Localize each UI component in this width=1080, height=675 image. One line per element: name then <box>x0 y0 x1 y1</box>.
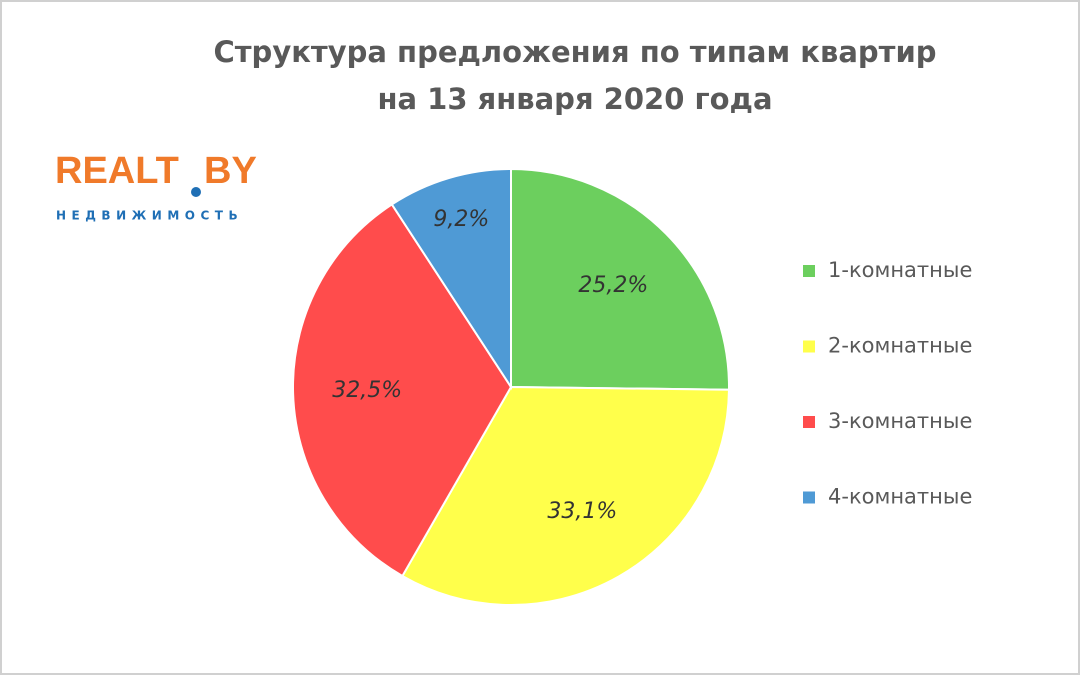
logo: REALT BY недвижимость <box>55 150 257 222</box>
legend-swatch <box>803 265 815 277</box>
legend-swatch <box>803 416 815 428</box>
pie-slice <box>401 385 730 606</box>
legend-label: 1-комнатные <box>828 258 972 282</box>
pie-slice <box>292 203 513 578</box>
logo-name: REALT <box>55 150 179 192</box>
chart-title: Структура предложения по типам квартир <box>213 35 936 69</box>
logo-tagline: недвижимость <box>56 209 243 223</box>
data-label: 32,5% <box>332 378 402 403</box>
chart-title: на 13 января 2020 года <box>377 82 772 116</box>
legend-label: 2-комнатные <box>828 334 972 358</box>
pie-slice <box>510 167 730 391</box>
logo-dot <box>191 187 201 197</box>
data-label: 25,2% <box>578 273 648 298</box>
legend-swatch <box>803 340 815 353</box>
data-label: 9,2% <box>433 207 489 232</box>
legend-label: 4-комнатные <box>828 485 972 509</box>
logo-suffix: BY <box>204 150 257 192</box>
data-label: 33,1% <box>547 499 617 524</box>
legend-label: 3-комнатные <box>828 409 972 433</box>
pie-slice <box>390 167 512 391</box>
legend-swatch <box>803 491 815 504</box>
